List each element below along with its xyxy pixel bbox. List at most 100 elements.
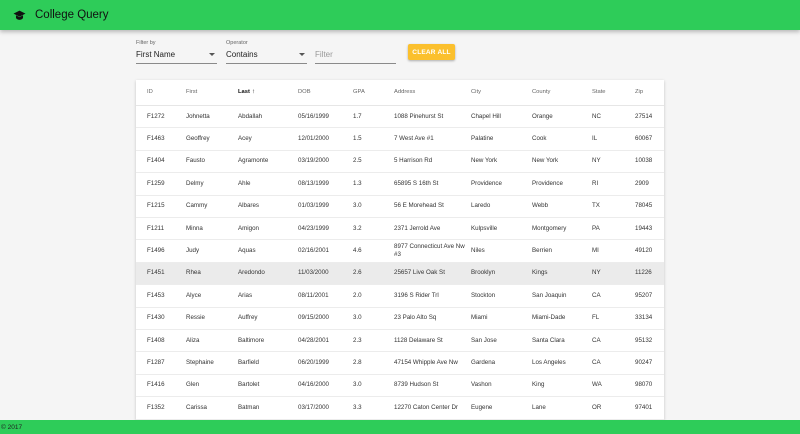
column-header-address[interactable]: Address — [394, 80, 466, 105]
cell-id: F1408 — [147, 336, 165, 344]
table-row[interactable]: F1453 Alyce Arias 08/11/2001 2.0 3196 S Rider… — [136, 285, 664, 308]
column-header-city[interactable]: City — [471, 80, 529, 105]
cell-address: 65895 S 16th St — [394, 179, 439, 187]
cell-city: Providence — [471, 179, 502, 187]
table-row[interactable]: F1211 Minna Amigon 04/23/1999 3.2 2371 Jerrol… — [136, 218, 664, 241]
cell-dob: 04/16/2000 — [298, 381, 329, 389]
column-header-gpa[interactable]: GPA — [353, 80, 391, 105]
filter-input[interactable]: Filter — [315, 40, 396, 64]
column-header-label: State — [592, 88, 606, 95]
cell-first: Minna — [186, 224, 203, 232]
cell-first: Carissa — [186, 403, 207, 411]
table-row[interactable]: F1496 Judy Aquas 02/16/2001 4.6 8977 Connecti… — [136, 240, 664, 263]
cell-city: Brooklyn — [471, 269, 496, 277]
cell-city: Gardena — [471, 358, 496, 366]
column-header-label: Zip — [635, 88, 644, 95]
app-bar: College Query — [0, 0, 800, 30]
operator-label: Operator — [226, 40, 248, 46]
cell-first: Delmy — [186, 179, 204, 187]
cell-address: 7 West Ave #1 — [394, 134, 434, 142]
table-row[interactable]: F1408 Aliza Baltimore 04/28/2001 2.3 1128 Del… — [136, 330, 664, 353]
table-row[interactable]: F1451 Rhea Aredondo 11/03/2000 2.6 25657 Live… — [136, 262, 664, 286]
cell-dob: 11/03/2000 — [298, 269, 329, 277]
app-title: College Query — [35, 9, 109, 21]
cell-city: San Jose — [471, 336, 497, 344]
table-header: ID First Last ↑ DOB GPA Address City County State… — [136, 80, 664, 106]
column-header-dob[interactable]: DOB — [298, 80, 352, 105]
table-row[interactable]: F1430 Ressie Auffrey 09/15/2000 3.0 23 Palo A… — [136, 308, 664, 330]
cell-gpa: 2.8 — [353, 358, 362, 366]
cell-state: CA — [592, 291, 601, 299]
cell-first: Stephaine — [186, 358, 214, 366]
cell-zip: 33134 — [635, 314, 653, 322]
cell-city: New York — [471, 157, 498, 165]
cell-gpa: 2.3 — [353, 336, 362, 344]
cell-county: Webb — [532, 202, 549, 210]
cell-dob: 08/13/1999 — [298, 179, 329, 187]
cell-state: NY — [592, 157, 601, 165]
cell-state: WA — [592, 381, 602, 389]
cell-county: Orange — [532, 112, 553, 120]
cell-id: F1496 — [147, 246, 165, 254]
cell-last: Aquas — [238, 246, 256, 254]
column-header-zip[interactable]: Zip — [635, 80, 663, 105]
cell-city: Chapel Hill — [471, 112, 501, 120]
table-row[interactable]: F1215 Cammy Albares 01/03/1999 3.0 56 E Moreh… — [136, 196, 664, 218]
column-header-label: Last — [238, 88, 250, 95]
cell-county: Montgomery — [532, 224, 567, 232]
filter-by-select[interactable]: Filter by First Name — [136, 40, 217, 64]
cell-dob: 06/20/1999 — [298, 358, 329, 366]
column-header-label: ID — [147, 88, 153, 95]
column-header-last[interactable]: Last ↑ — [238, 80, 296, 105]
cell-last: Albares — [238, 202, 259, 210]
column-header-label: County — [532, 88, 551, 95]
column-header-label: First — [186, 88, 198, 95]
cell-state: TX — [592, 202, 600, 210]
operator-select[interactable]: Operator Contains — [226, 40, 307, 64]
cell-address: 25657 Live Oak St — [394, 269, 445, 277]
column-header-id[interactable]: ID — [147, 80, 185, 105]
cell-state: OR — [592, 403, 602, 411]
cell-address: 2371 Jerrold Ave — [394, 224, 441, 232]
cell-county: Berrien — [532, 246, 552, 254]
cell-dob: 08/11/2001 — [298, 291, 329, 299]
table-row[interactable]: F1416 Glen Bartolet 04/16/2000 3.0 8739 Hudso… — [136, 375, 664, 398]
table-row[interactable]: F1259 Delmy Ahle 08/13/1999 1.3 65895 S 16th … — [136, 173, 664, 196]
cell-last: Batman — [238, 403, 260, 411]
cell-address: 23 Palo Alto Sq — [394, 314, 437, 322]
cell-county: Kings — [532, 269, 548, 277]
cell-state: NY — [592, 269, 601, 277]
column-header-county[interactable]: County — [532, 80, 590, 105]
cell-id: F1430 — [147, 314, 165, 322]
table-row[interactable]: F1272 Johnetta Abdallah 05/16/1999 1.7 1088 P… — [136, 106, 664, 129]
cell-gpa: 1.3 — [353, 179, 362, 187]
cell-id: F1215 — [147, 202, 165, 210]
cell-last: Agramonte — [238, 157, 269, 165]
cell-address: 56 E Morehead St — [394, 202, 444, 210]
cell-last: Amigon — [238, 224, 259, 232]
cell-gpa: 2.6 — [353, 269, 362, 277]
cell-state: CA — [592, 336, 601, 344]
clear-all-button[interactable]: CLEAR ALL — [408, 44, 455, 60]
column-header-first[interactable]: First — [186, 80, 236, 105]
cell-zip: 98070 — [635, 381, 653, 389]
table-row[interactable]: F1463 Geoffrey Acey 12/01/2000 1.5 7 West Ave… — [136, 128, 664, 151]
filter-by-value: First Name — [136, 50, 176, 59]
cell-address: 3196 S Rider Trl — [394, 291, 439, 299]
table-row[interactable]: F1352 Carissa Batman 03/17/2000 3.3 12270 Cat… — [136, 397, 664, 420]
sort-arrow-up-icon: ↑ — [251, 88, 256, 96]
filter-by-label: Filter by — [136, 40, 156, 46]
cell-address: 1128 Delaware St — [394, 336, 443, 344]
filter-placeholder: Filter — [315, 50, 333, 59]
table-row[interactable]: F1404 Fausto Agramonte 03/19/2000 2.5 5 Harri… — [136, 151, 664, 174]
cell-last: Auffrey — [238, 314, 258, 322]
cell-dob: 09/15/2000 — [298, 314, 329, 322]
cell-gpa: 1.5 — [353, 134, 362, 142]
cell-city: Stockton — [471, 291, 496, 299]
cell-dob: 02/16/2001 — [298, 246, 329, 254]
column-header-state[interactable]: State — [592, 80, 632, 105]
cell-zip: 95132 — [635, 336, 653, 344]
cell-zip: 97401 — [635, 403, 653, 411]
cell-state: PA — [592, 224, 600, 232]
table-row[interactable]: F1287 Stephaine Barfield 06/20/1999 2.8 47154… — [136, 352, 664, 375]
